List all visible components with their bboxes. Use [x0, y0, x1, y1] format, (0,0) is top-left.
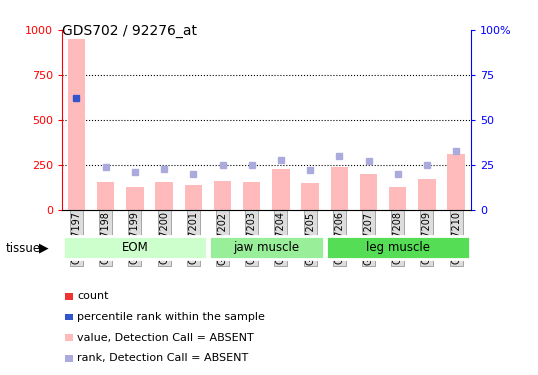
Bar: [97, 182, 115, 210]
Text: EOM: EOM: [122, 241, 148, 254]
Bar: [448, 154, 465, 210]
Bar: [126, 187, 144, 210]
Bar: [243, 182, 260, 210]
Bar: [214, 181, 231, 210]
Text: jaw muscle: jaw muscle: [233, 241, 299, 254]
Text: rank, Detection Call = ABSENT: rank, Detection Call = ABSENT: [77, 353, 249, 363]
Bar: [325, 236, 470, 260]
Bar: [301, 183, 319, 210]
Bar: [418, 178, 436, 210]
Bar: [330, 167, 348, 210]
Text: tissue: tissue: [5, 242, 40, 255]
Text: percentile rank within the sample: percentile rank within the sample: [77, 312, 265, 322]
Bar: [155, 182, 173, 210]
Bar: [272, 169, 289, 210]
Bar: [360, 174, 377, 210]
Bar: [209, 236, 324, 260]
Bar: [389, 187, 407, 210]
Bar: [63, 236, 207, 260]
Text: GDS702 / 92276_at: GDS702 / 92276_at: [62, 24, 197, 38]
Text: count: count: [77, 291, 109, 301]
Bar: [68, 39, 85, 210]
Text: value, Detection Call = ABSENT: value, Detection Call = ABSENT: [77, 333, 254, 342]
Bar: [185, 185, 202, 210]
Text: leg muscle: leg muscle: [366, 241, 430, 254]
Text: ▶: ▶: [39, 242, 48, 255]
